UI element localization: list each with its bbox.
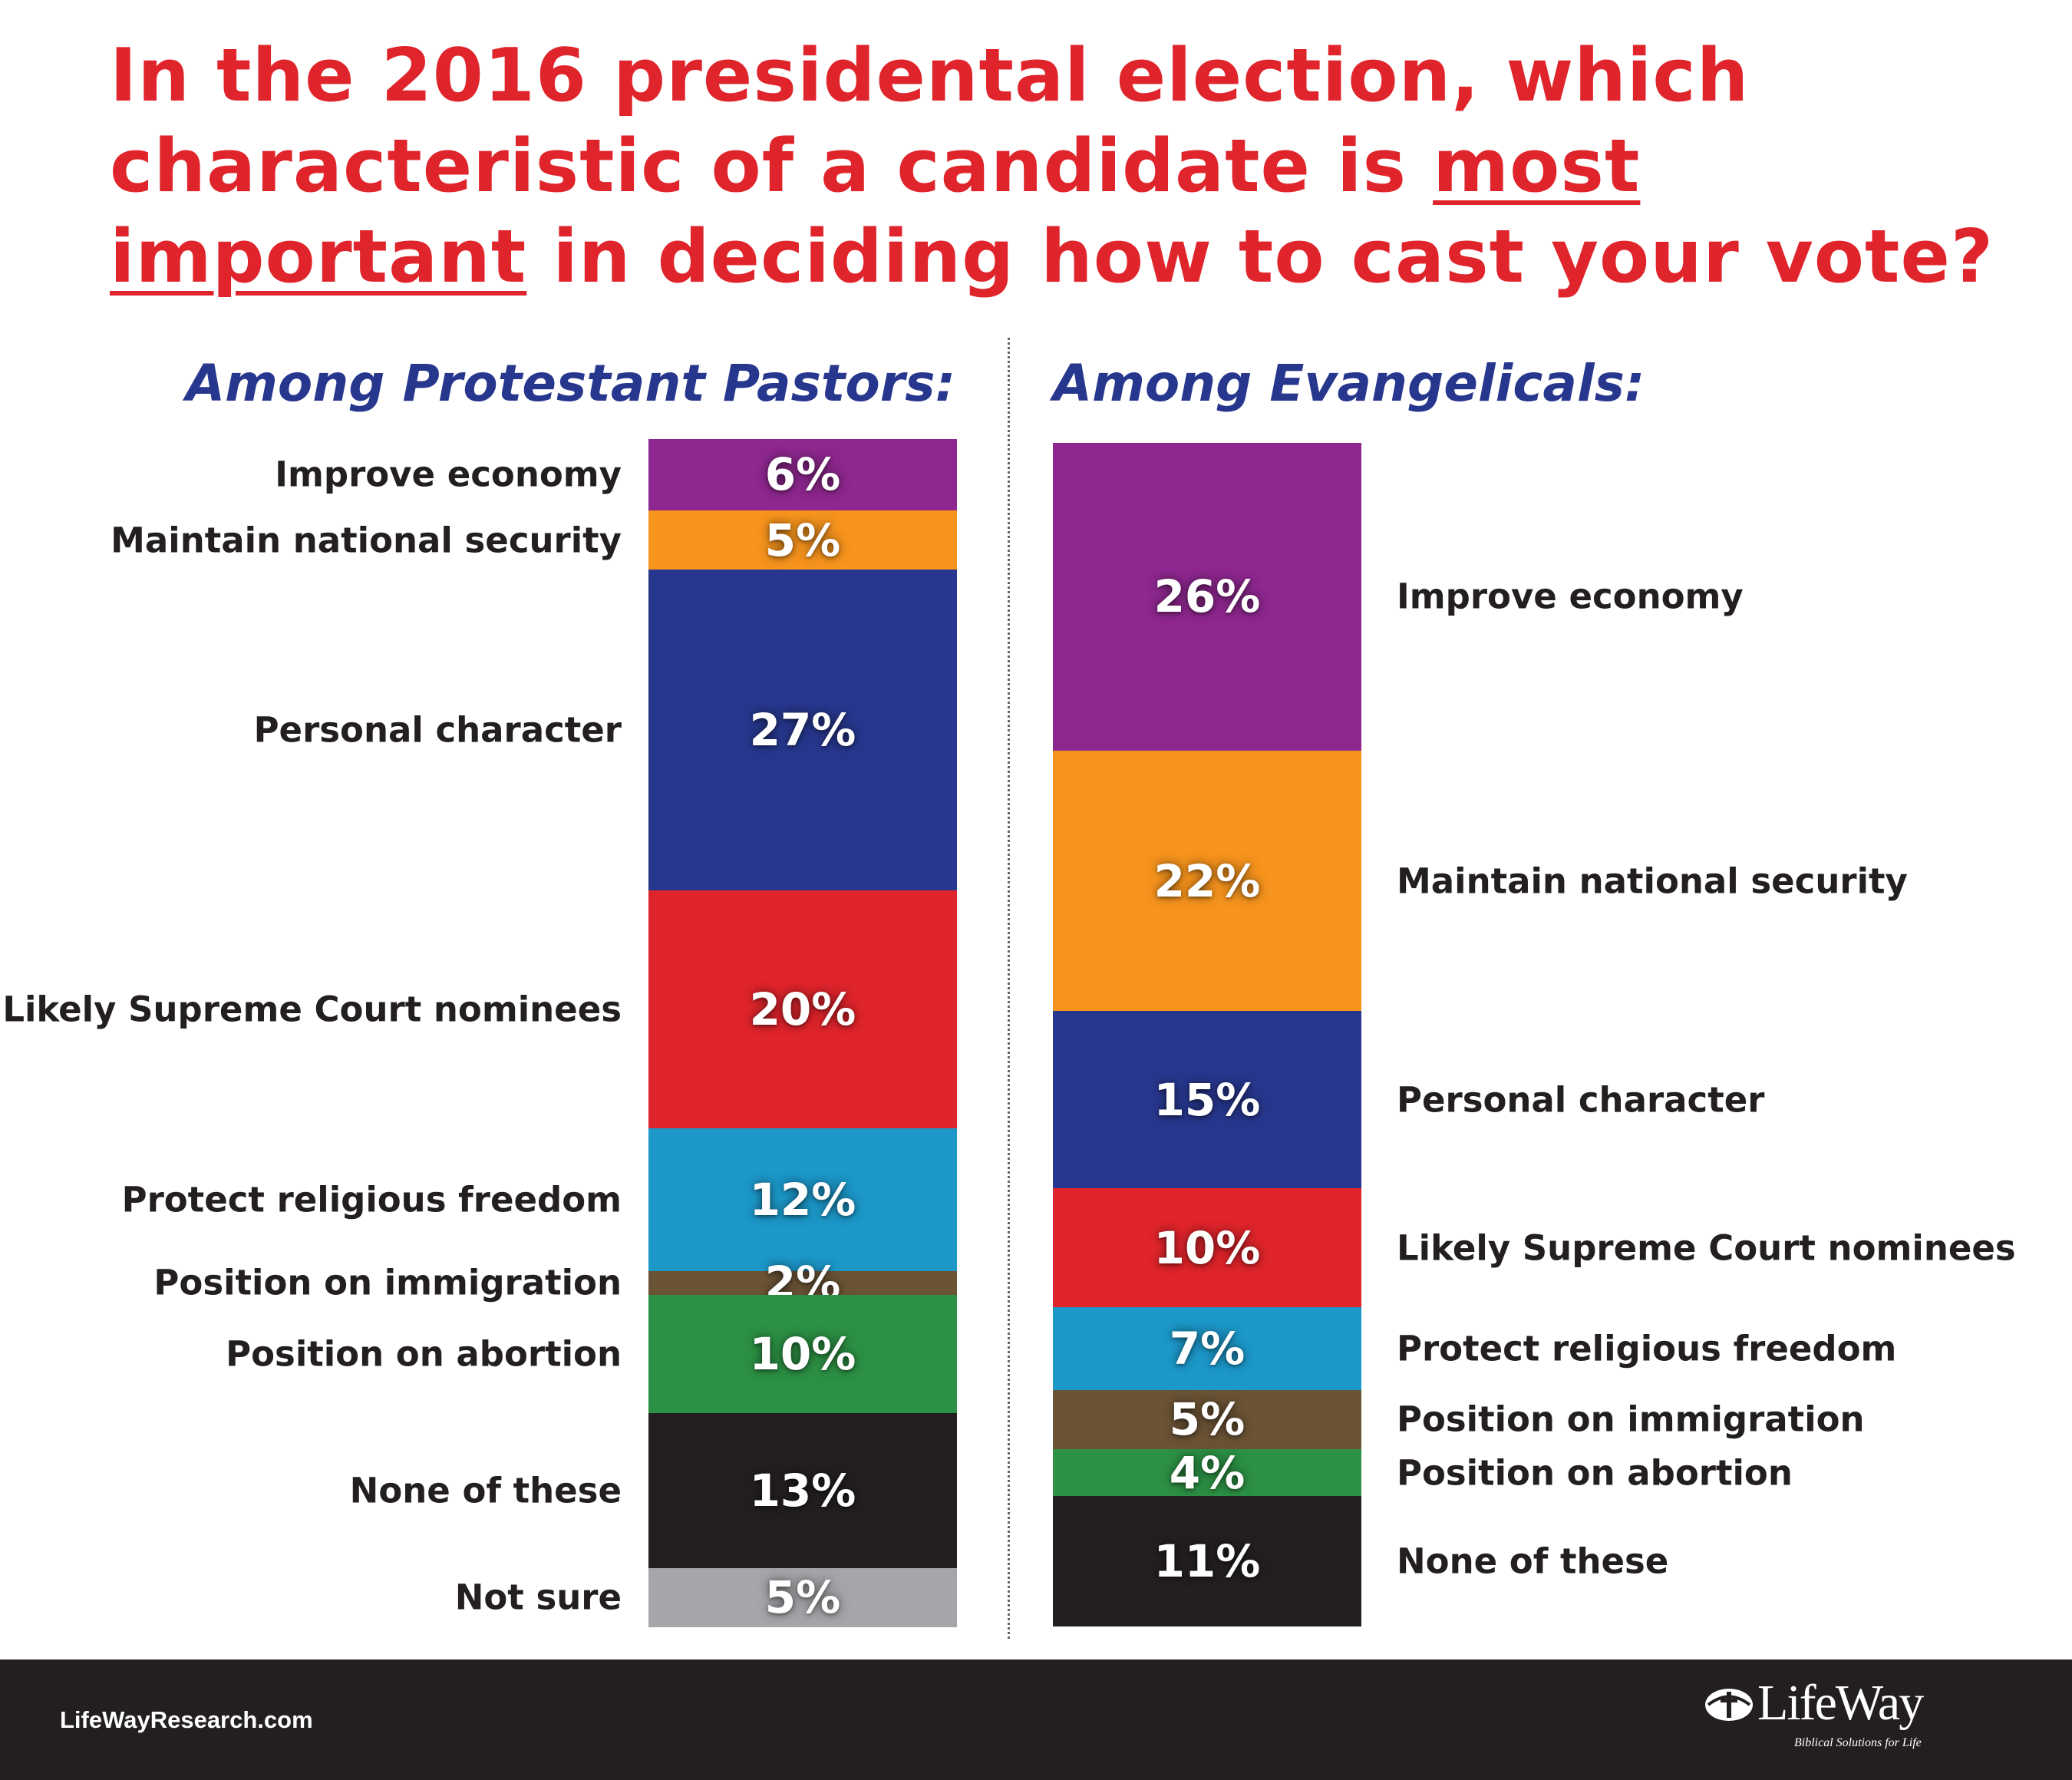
bar-segment — [648, 510, 957, 570]
footer-bar: LifeWayResearch.com LifeWay Biblical Sol… — [0, 1659, 2072, 1780]
logo-wordmark: LifeWay — [1757, 1675, 1924, 1731]
lifeway-logo-icon — [1705, 1689, 1753, 1721]
category-label: None of these — [349, 1470, 622, 1511]
category-label: None of these — [1397, 1541, 1669, 1582]
chart-title: In the 2016 presidental election, which … — [110, 34, 1994, 299]
bar-segment — [648, 439, 957, 510]
bar-value-label: 7% — [1169, 1322, 1246, 1375]
bar-value-label: 15% — [1153, 1073, 1261, 1126]
category-label: Personal character — [253, 709, 622, 751]
category-label: Protect religious freedom — [1397, 1328, 1897, 1369]
category-label: Not sure — [454, 1577, 622, 1618]
bar-value-label: 22% — [1153, 854, 1261, 907]
category-label: Protect religious freedom — [121, 1179, 622, 1220]
bar-value-label: 4% — [1169, 1446, 1246, 1499]
bar-segment — [648, 1294, 957, 1414]
category-label: Position on immigration — [153, 1262, 622, 1303]
bar-segment — [648, 570, 957, 891]
bar-segment — [1053, 750, 1361, 1012]
bar-value-label: 10% — [749, 1327, 856, 1380]
bar-segment — [1053, 1306, 1361, 1390]
category-label: Maintain national security — [1397, 860, 1908, 902]
lifeway-logo: LifeWay Biblical Solutions for Life — [1704, 1676, 1934, 1762]
bar-value-label: 10% — [1153, 1221, 1261, 1274]
bar-segment — [648, 1567, 957, 1627]
category-label: Maintain national security — [111, 520, 622, 561]
bar-segment — [1053, 443, 1361, 751]
panel-divider — [1008, 338, 1010, 1639]
bar-segment — [648, 1413, 957, 1568]
category-label: Position on abortion — [1397, 1452, 1793, 1494]
bar-segment — [1053, 1389, 1361, 1449]
bar-segment — [1053, 1011, 1361, 1189]
category-label: Improve economy — [275, 454, 622, 495]
bar-segment — [648, 1128, 957, 1271]
bar-value-label: 20% — [749, 983, 856, 1036]
category-label: Personal character — [1397, 1079, 1765, 1121]
category-label: Position on abortion — [226, 1333, 622, 1375]
category-label: Improve economy — [1397, 576, 1744, 617]
bar-segment — [1053, 1496, 1361, 1626]
bar-value-label: 5% — [1169, 1393, 1246, 1446]
bar-value-label: 27% — [749, 704, 856, 757]
bar-value-label: 11% — [1153, 1535, 1261, 1588]
bar-value-label: 13% — [749, 1464, 856, 1517]
bar-segment — [1053, 1448, 1361, 1497]
bar-value-label: 5% — [764, 1571, 841, 1624]
left-panel-subtitle: Among Protestant Pastors: — [186, 354, 955, 413]
bar-value-label: 12% — [749, 1173, 856, 1226]
category-label: Position on immigration — [1397, 1399, 1865, 1440]
logo-tagline: Biblical Solutions for Life — [1794, 1736, 1922, 1749]
bar-segment — [648, 1270, 957, 1295]
category-label: Likely Supreme Court nominees — [1397, 1227, 2016, 1269]
pastors-stacked-bar: 6% 5% 27% 20% 12% 2% 10% 13% 5% — [648, 439, 957, 1627]
bar-segment — [648, 890, 957, 1128]
bar-value-label: 5% — [764, 514, 841, 566]
bar-value-label: 6% — [764, 448, 841, 501]
bar-segment — [1053, 1188, 1361, 1307]
category-label: Likely Supreme Court nominees — [2, 989, 622, 1030]
evangelicals-stacked-bar: 26% 22% 15% 10% 7% 5% 4% 11% — [1053, 443, 1361, 1626]
right-panel-subtitle: Among Evangelicals: — [1053, 354, 1645, 413]
website-link[interactable]: LifeWayResearch.com — [60, 1706, 313, 1733]
bar-value-label: 26% — [1153, 570, 1261, 623]
